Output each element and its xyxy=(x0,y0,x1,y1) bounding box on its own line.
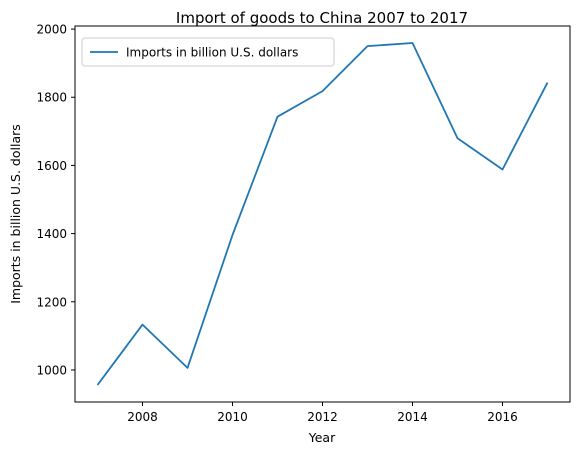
y-tick-label: 2000 xyxy=(36,23,67,37)
x-tick-label: 2008 xyxy=(127,410,158,424)
legend-label: Imports in billion U.S. dollars xyxy=(126,46,298,60)
legend-box xyxy=(81,37,335,67)
y-tick-label: 1000 xyxy=(36,363,67,377)
y-tick-label: 1200 xyxy=(36,295,67,309)
series-layer xyxy=(96,42,549,386)
x-tick-label: 2014 xyxy=(397,410,428,424)
y-axis: 1000 1200 1400 1600 1800 2000 xyxy=(36,23,75,377)
y-tick-label: 1800 xyxy=(36,91,67,105)
plot-frame xyxy=(74,25,571,403)
x-tick-label: 2010 xyxy=(217,410,248,424)
x-tick-label: 2016 xyxy=(487,410,518,424)
series-line xyxy=(96,42,549,386)
y-axis-label: Imports in billion U.S. dollars xyxy=(8,124,23,304)
x-axis-label: Year xyxy=(308,430,336,445)
y-tick-label: 1400 xyxy=(36,227,67,241)
y-tick-label: 1600 xyxy=(36,159,67,173)
chart-title: Import of goods to China 2007 to 2017 xyxy=(176,9,468,27)
x-axis: 2008 2010 2012 2014 2016 xyxy=(127,402,518,424)
x-tick-label: 2012 xyxy=(307,410,338,424)
plot-area: 2008 2010 2012 2014 2016 1000 1200 1400 1600 180… xyxy=(36,23,571,424)
legend: Imports in billion U.S. dollars xyxy=(81,37,335,67)
